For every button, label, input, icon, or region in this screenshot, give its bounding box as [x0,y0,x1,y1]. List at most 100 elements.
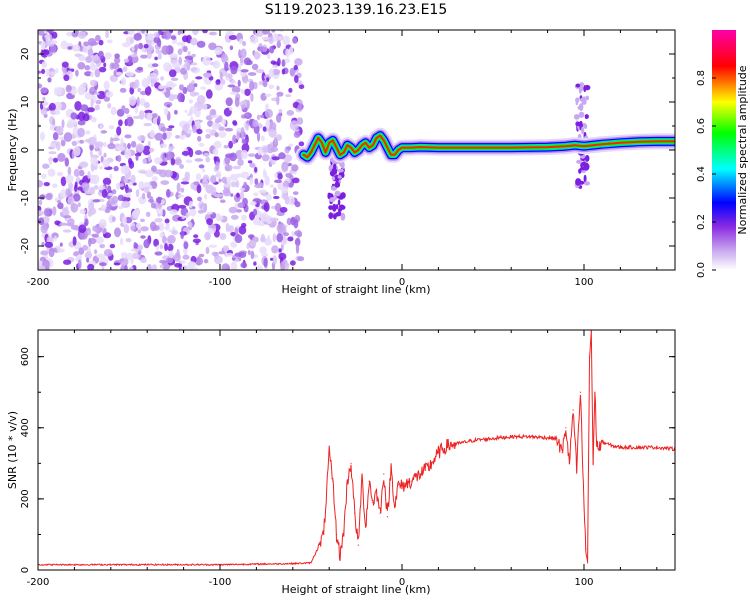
noise-blob [223,190,232,197]
noise-blob [160,76,165,81]
noise-blob [43,182,50,187]
noise-blob [260,233,266,242]
noise-blob [271,245,279,254]
noise-blob [128,181,133,187]
noise-blob [46,30,55,33]
spike-blob [331,167,338,175]
noise-blob [240,171,250,179]
noise-blob [226,73,230,78]
noise-blob [180,67,187,75]
noise-blob [56,86,63,96]
noise-blob [241,138,248,145]
snr-point [346,480,348,482]
noise-blob [146,191,151,199]
spike-blob [581,126,585,135]
noise-blob [275,202,282,213]
noise-blob [77,111,86,121]
noise-blob [276,223,285,233]
noise-blob [52,206,57,216]
noise-blob [240,48,247,59]
x-tick-label: 100 [574,577,593,588]
noise-blob [87,48,94,57]
snr-point [598,448,600,450]
noise-blob [61,61,69,68]
snr-point [332,480,334,482]
noise-blob [38,260,43,267]
noise-blob [123,58,129,63]
noise-blob [94,249,98,255]
noise-blob [38,83,43,89]
noise-blob [94,142,100,150]
noise-blob [159,244,164,250]
noise-blob [120,237,124,246]
noise-blob [130,248,139,252]
noise-blob [198,142,205,147]
noise-blob [45,68,50,77]
noise-blob [264,93,272,97]
noise-blob [195,76,203,80]
y-tick-label: 600 [20,347,31,366]
noise-blob [210,186,217,196]
noise-blob [135,222,142,229]
noise-blob [56,171,64,177]
noise-blob [223,183,233,188]
x-tick-label: -200 [27,277,50,288]
noise-blob [151,264,157,270]
noise-blob [166,127,173,132]
noise-blob [52,118,56,127]
noise-blob [102,177,112,186]
noise-blob [38,180,44,188]
noise-blob [63,259,72,265]
noise-blob [202,178,209,189]
noise-blob [221,118,227,126]
noise-blob [95,236,104,245]
noise-blob [143,122,152,127]
noise-blob [210,175,217,184]
noise-blob [236,209,243,213]
noise-blob [168,125,175,129]
noise-blob [52,132,59,141]
noise-blob [82,47,88,54]
noise-blob [174,263,181,268]
noise-blob [75,69,79,77]
noise-blob [172,62,181,68]
noise-blob [141,47,145,52]
noise-blob [91,174,100,185]
noise-blob [198,201,205,210]
snr-point [492,437,494,439]
noise-blob [271,30,276,33]
noise-blob [43,208,50,217]
noise-blob [183,45,188,53]
noise-blob [179,164,185,169]
noise-blob [108,192,114,197]
noise-blob [182,254,190,260]
noise-blob [120,265,126,270]
noise-blob [208,31,217,36]
noise-blob [135,143,145,153]
noise-blob [163,30,172,40]
spike-blob [584,155,590,162]
noise-blob [252,119,259,128]
noise-blob [222,245,230,252]
spike-blob [341,161,345,170]
noise-blob [175,191,179,200]
noise-blob [170,35,176,40]
noise-blob [152,117,159,125]
noise-blob [248,153,256,158]
noise-blob [191,267,199,270]
noise-blob [120,252,128,259]
noise-blob [98,219,107,229]
noise-blob [182,35,189,43]
noise-blob [241,222,247,228]
noise-blob [136,96,140,107]
noise-blob [135,189,140,198]
spike-blob [340,212,346,221]
noise-blob [77,31,87,39]
noise-blob [195,173,202,181]
colorbar-label: Normalized spectral amplitude [736,65,749,234]
noise-blob [180,230,185,240]
noise-blob [214,118,220,124]
noise-blob [286,110,295,116]
noise-blob [78,139,85,144]
noise-blob [150,78,158,84]
